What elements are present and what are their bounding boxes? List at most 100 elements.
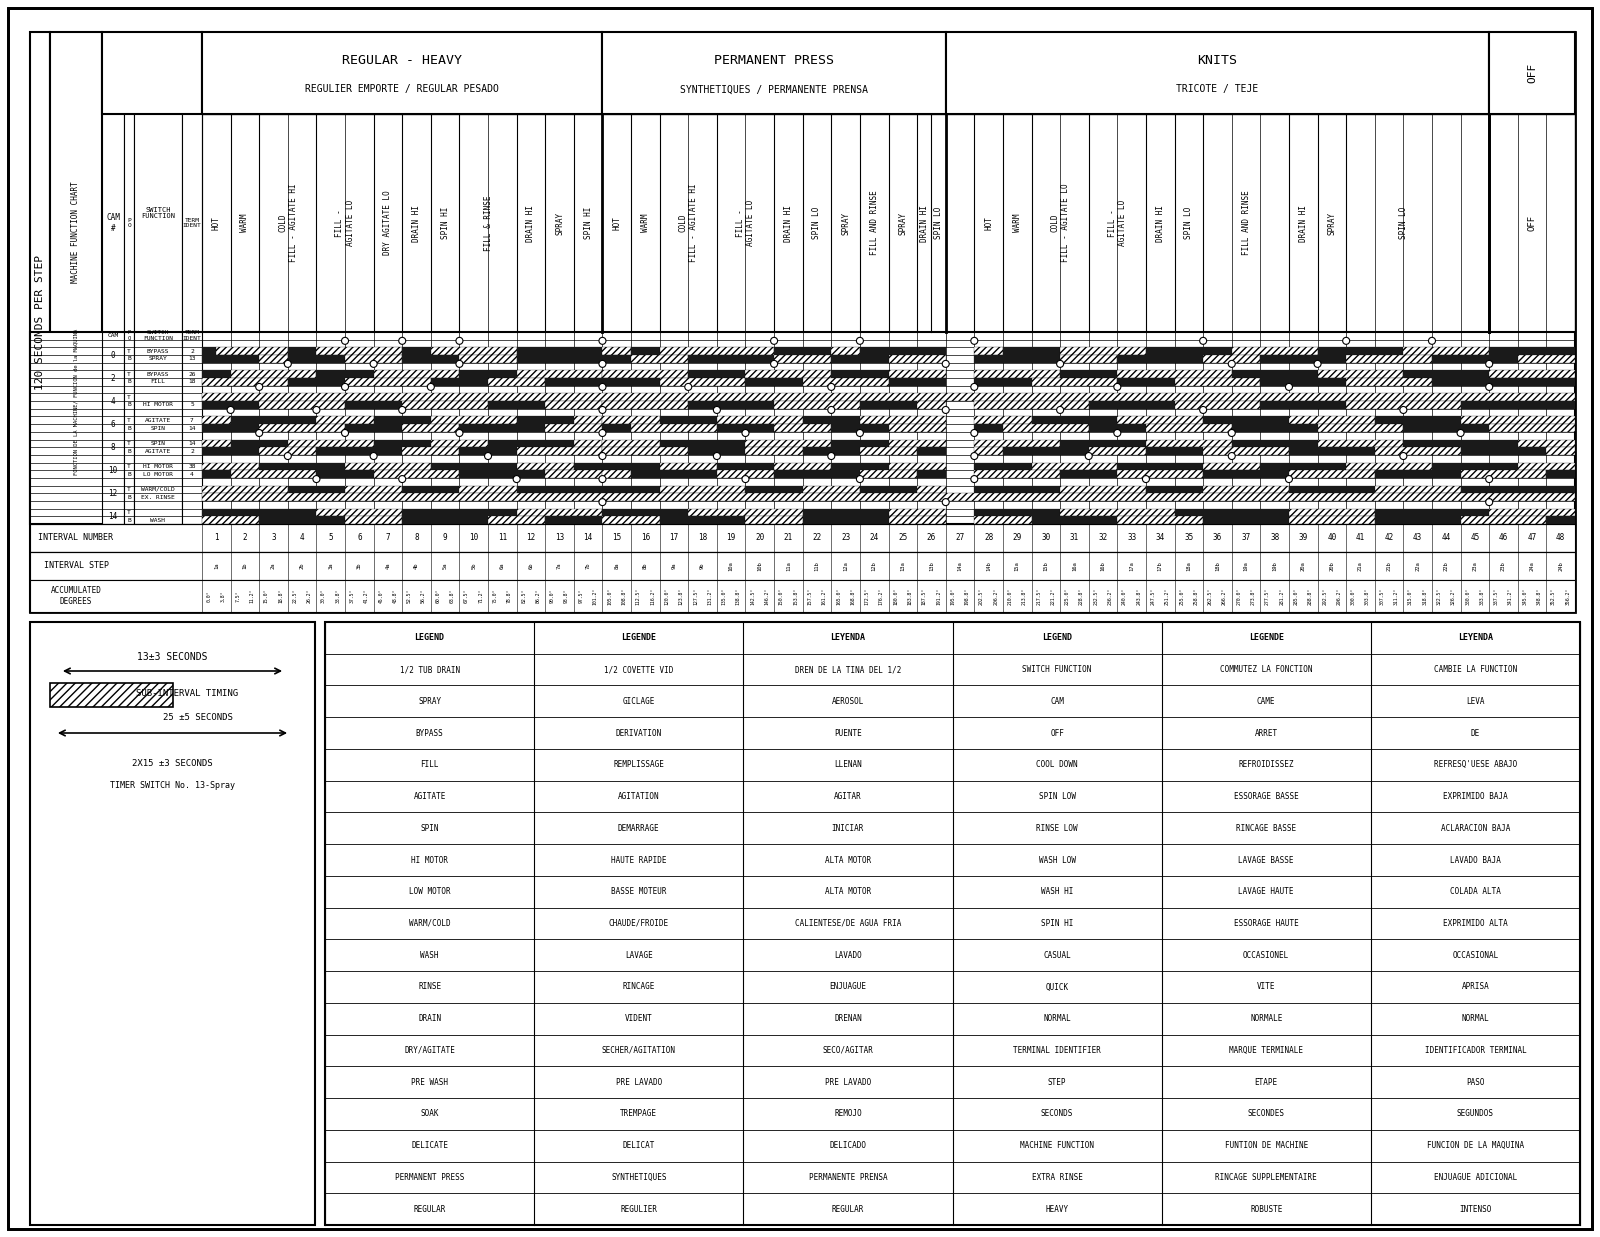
- Text: T: T: [126, 395, 131, 400]
- Text: P
O: P O: [126, 218, 131, 229]
- Bar: [288, 439, 374, 448]
- Bar: [1261, 401, 1346, 408]
- Bar: [1374, 417, 1461, 424]
- Text: 13b: 13b: [930, 562, 934, 570]
- Circle shape: [1142, 475, 1149, 482]
- Bar: [603, 417, 659, 424]
- Circle shape: [456, 429, 462, 437]
- Bar: [202, 448, 259, 455]
- Text: 38: 38: [1270, 533, 1280, 543]
- Text: 46: 46: [1499, 533, 1509, 543]
- Text: 19b: 19b: [1272, 562, 1277, 570]
- Text: 24a: 24a: [1530, 562, 1534, 570]
- Text: DEMARRAGE: DEMARRAGE: [618, 824, 659, 833]
- Bar: [346, 401, 402, 408]
- Text: 12a: 12a: [843, 562, 848, 570]
- Text: 285.0°: 285.0°: [1294, 588, 1299, 605]
- Bar: [630, 355, 688, 362]
- Text: 356.2°: 356.2°: [1565, 588, 1570, 605]
- Bar: [488, 401, 546, 408]
- Text: TERMINAL IDENTIFIER: TERMINAL IDENTIFIER: [1013, 1047, 1101, 1055]
- Text: 18.8°: 18.8°: [278, 589, 283, 604]
- Text: 21b: 21b: [1387, 562, 1392, 570]
- Text: SECONDS: SECONDS: [1042, 1110, 1074, 1118]
- Text: 3.8°: 3.8°: [221, 590, 226, 601]
- Text: LAVADO: LAVADO: [834, 951, 862, 960]
- Bar: [603, 348, 630, 355]
- Circle shape: [1285, 383, 1293, 391]
- Bar: [574, 439, 603, 448]
- Text: 142.5°: 142.5°: [750, 588, 755, 605]
- Text: DRY AGITATE LO: DRY AGITATE LO: [384, 190, 392, 255]
- Bar: [288, 348, 317, 355]
- Text: 2: 2: [243, 533, 248, 543]
- Text: 2: 2: [110, 374, 115, 382]
- Text: 20a: 20a: [1301, 562, 1306, 570]
- Text: TERM
IDENT: TERM IDENT: [182, 218, 202, 229]
- Text: CAME: CAME: [1258, 696, 1275, 706]
- Bar: [1403, 424, 1490, 432]
- Bar: [202, 463, 259, 470]
- Bar: [430, 379, 488, 386]
- Bar: [688, 448, 746, 455]
- Text: 13: 13: [189, 356, 195, 361]
- Bar: [803, 417, 859, 424]
- Text: MACHINE FUNCTION CHART: MACHINE FUNCTION CHART: [72, 181, 80, 283]
- Bar: [1518, 463, 1574, 470]
- Text: REGULIER: REGULIER: [621, 1205, 658, 1213]
- Text: 37: 37: [1242, 533, 1251, 543]
- Text: 29: 29: [1013, 533, 1022, 543]
- Text: SPIN LOW: SPIN LOW: [1038, 792, 1075, 802]
- Text: SPIN HI: SPIN HI: [584, 207, 592, 239]
- Bar: [859, 448, 917, 455]
- Text: CHAUDE/FROIDE: CHAUDE/FROIDE: [608, 919, 669, 928]
- Text: 15: 15: [613, 533, 621, 543]
- Bar: [746, 379, 803, 386]
- Text: 4: 4: [299, 533, 304, 543]
- Text: 41.2°: 41.2°: [363, 589, 370, 604]
- Text: ENJUAGUE ADICIONAL: ENJUAGUE ADICIONAL: [1434, 1173, 1517, 1181]
- Text: 97.5°: 97.5°: [579, 589, 584, 604]
- Text: ETAPE: ETAPE: [1254, 1077, 1278, 1086]
- Bar: [774, 463, 832, 470]
- Text: HI MOTOR: HI MOTOR: [142, 464, 173, 469]
- Text: NORMAL: NORMAL: [1043, 1014, 1070, 1023]
- Bar: [974, 424, 1003, 432]
- Text: 247.5°: 247.5°: [1150, 588, 1155, 605]
- Text: T: T: [126, 510, 131, 515]
- Bar: [30, 32, 50, 612]
- Bar: [50, 683, 173, 708]
- Text: AGITATION: AGITATION: [618, 792, 659, 802]
- Text: 41: 41: [1355, 533, 1365, 543]
- Bar: [259, 424, 346, 432]
- Text: REMPLISSAGE: REMPLISSAGE: [613, 761, 664, 769]
- Text: LEYENDA: LEYENDA: [830, 633, 866, 642]
- Bar: [259, 355, 288, 362]
- Text: 6a: 6a: [499, 563, 506, 569]
- Bar: [1203, 417, 1290, 424]
- Text: 14a: 14a: [957, 562, 963, 570]
- Text: DRAIN HI: DRAIN HI: [526, 204, 536, 241]
- Bar: [659, 417, 717, 424]
- Bar: [859, 486, 917, 494]
- Bar: [974, 508, 1061, 516]
- Bar: [1261, 379, 1346, 386]
- Circle shape: [456, 338, 462, 344]
- Bar: [517, 486, 603, 494]
- Text: 7.5°: 7.5°: [235, 590, 240, 601]
- Bar: [102, 114, 1574, 332]
- Text: 120.0°: 120.0°: [664, 588, 669, 605]
- Text: RINCAGE: RINCAGE: [622, 982, 654, 992]
- Circle shape: [1486, 475, 1493, 482]
- Text: 303.8°: 303.8°: [1365, 588, 1370, 605]
- Text: 1: 1: [214, 533, 219, 543]
- Text: SPIN HI: SPIN HI: [440, 207, 450, 239]
- Text: 202.5°: 202.5°: [979, 588, 984, 605]
- Text: 16a: 16a: [1072, 562, 1077, 570]
- Bar: [430, 463, 517, 470]
- Bar: [974, 463, 1032, 470]
- Text: 14b: 14b: [986, 562, 990, 570]
- Bar: [317, 348, 402, 355]
- Circle shape: [456, 360, 462, 367]
- Text: REGULIER EMPORTE / REGULAR PESADO: REGULIER EMPORTE / REGULAR PESADO: [306, 84, 499, 94]
